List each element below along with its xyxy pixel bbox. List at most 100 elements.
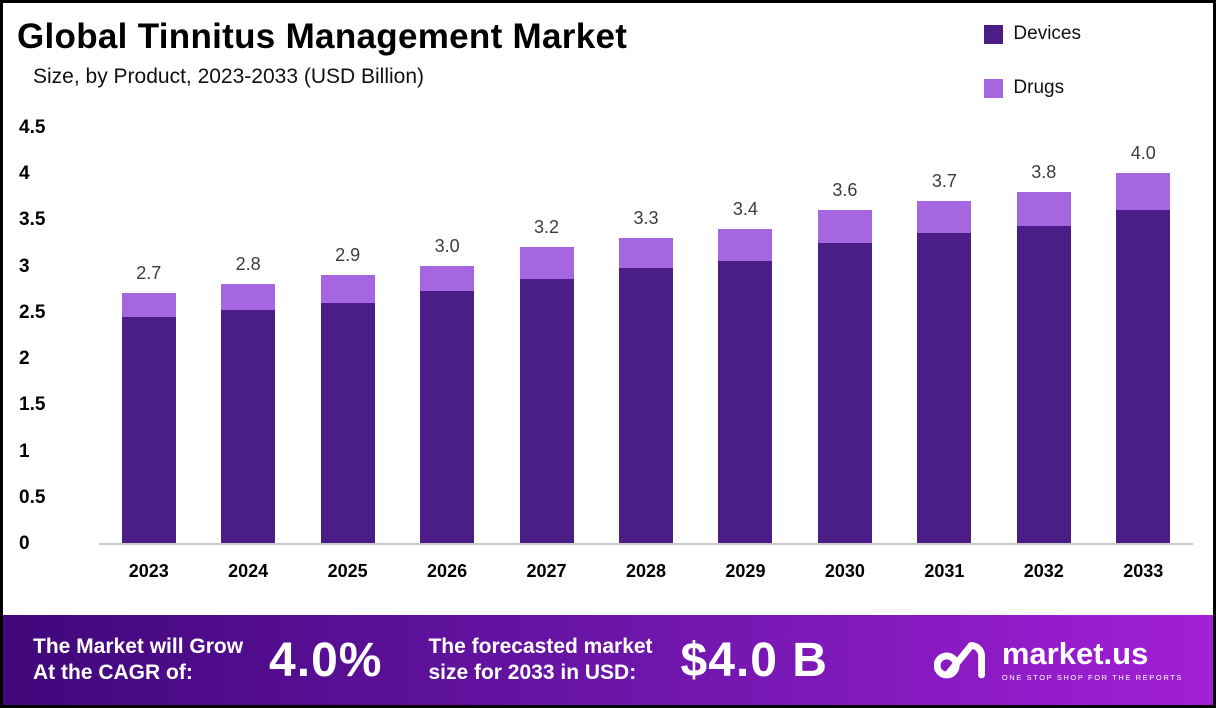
- x-axis-label: 2024: [228, 561, 269, 581]
- bar-segment-drugs[interactable]: [618, 237, 673, 269]
- forecast-label: The forecasted market size for 2033 in U…: [428, 634, 653, 684]
- y-axis: 0 0.5 1 1.5 2 2.5 3 3.5 4 4.5: [19, 117, 83, 554]
- bar[interactable]: [618, 237, 673, 543]
- x-axis-label: 2027: [526, 561, 567, 581]
- y-tick-label: 2: [19, 348, 30, 370]
- bar-total-label: 3.2: [534, 217, 560, 238]
- bar[interactable]: [917, 200, 972, 543]
- x-axis-label: 2033: [1123, 561, 1164, 581]
- x-axis-label: 2026: [427, 561, 468, 581]
- bar-total-label: 4.0: [1130, 143, 1156, 164]
- bar-segment-devices[interactable]: [1016, 225, 1071, 543]
- legend-label: Drugs: [1013, 77, 1065, 98]
- y-tick-label: 1: [19, 440, 30, 462]
- x-axis-labels: 2023 2024 2025 2026 2027 2028 2029 2030 2031 2032…: [99, 561, 1193, 582]
- bar-column: 3.2: [512, 129, 582, 543]
- bar-column: 3.6: [810, 129, 880, 543]
- bar-segment-devices[interactable]: [817, 243, 872, 543]
- bar[interactable]: [420, 265, 475, 543]
- bar[interactable]: [121, 293, 176, 543]
- legend-swatch-devices: [984, 24, 1004, 44]
- bar-total-label: 3.7: [931, 170, 957, 191]
- y-tick-label: 1.5: [19, 394, 46, 416]
- bar-segment-devices[interactable]: [221, 310, 276, 543]
- bar-column: 3.4: [710, 129, 780, 543]
- bar-total-label: 3.4: [732, 198, 758, 219]
- bar-total-label: 3.8: [1031, 161, 1057, 182]
- bar-segment-drugs[interactable]: [718, 228, 773, 262]
- header: Global Tinnitus Management Market Size, …: [17, 17, 1199, 98]
- bar-segment-drugs[interactable]: [519, 247, 574, 279]
- brand-logo[interactable]: market.us ONE STOP SHOP FOR THE REPORTS: [933, 637, 1183, 683]
- bar[interactable]: [718, 228, 773, 543]
- y-tick-label: 4.5: [19, 117, 46, 138]
- bar-segment-drugs[interactable]: [221, 284, 276, 311]
- bar[interactable]: [519, 247, 574, 543]
- bar[interactable]: [1116, 173, 1171, 543]
- bar-segment-drugs[interactable]: [1116, 173, 1171, 211]
- legend-swatch-drugs: [984, 78, 1004, 98]
- legend-item-drugs[interactable]: Drugs: [984, 77, 1081, 99]
- bar-column: 3.0: [412, 129, 482, 543]
- bar-column: 4.0: [1108, 129, 1178, 543]
- cagr-value: 4.0%: [269, 633, 383, 687]
- x-axis-label: 2032: [1023, 561, 1064, 581]
- brand-name: market.us: [1001, 636, 1149, 671]
- page-title: Global Tinnitus Management Market: [17, 17, 628, 56]
- bar-total-label: 3.3: [633, 207, 659, 228]
- bar[interactable]: [1016, 191, 1071, 543]
- bar-segment-drugs[interactable]: [320, 274, 375, 303]
- bar-segment-drugs[interactable]: [121, 293, 176, 317]
- bar-column: 3.3: [611, 129, 681, 543]
- bar[interactable]: [817, 210, 872, 543]
- brand-tagline: ONE STOP SHOP FOR THE REPORTS: [1001, 673, 1183, 682]
- footer-banner: The Market will Grow At the CAGR of: 4.0…: [3, 615, 1213, 705]
- chart-subtitle: Size, by Product, 2023-2033 (USD Billion…: [33, 65, 425, 88]
- bar-total-label: 2.7: [136, 263, 162, 284]
- forecast-value: $4.0 B: [680, 633, 828, 687]
- legend-label: Devices: [1013, 23, 1081, 44]
- bar-segment-devices[interactable]: [121, 316, 176, 543]
- bar-segment-devices[interactable]: [320, 302, 375, 543]
- y-tick-label: 3: [19, 255, 30, 277]
- bar-total-label: 3.0: [434, 235, 460, 256]
- bar[interactable]: [221, 284, 276, 543]
- bar-segment-devices[interactable]: [917, 233, 972, 543]
- bar-column: 3.8: [1009, 129, 1079, 543]
- bar-segment-devices[interactable]: [1116, 210, 1171, 543]
- bar-total-label: 3.6: [832, 180, 858, 201]
- y-tick-label: 3.5: [19, 209, 46, 231]
- bar-segment-drugs[interactable]: [917, 200, 972, 234]
- chart-legend: Devices Drugs: [984, 23, 1081, 131]
- bar-segment-devices[interactable]: [519, 278, 574, 543]
- bar-column: 2.9: [313, 129, 383, 543]
- market-us-logo-icon: [933, 642, 985, 679]
- y-tick-label: 4: [19, 163, 30, 185]
- bar-segment-devices[interactable]: [718, 261, 773, 543]
- bar-segment-devices[interactable]: [618, 268, 673, 543]
- cagr-label: The Market will Grow At the CAGR of:: [33, 634, 244, 684]
- x-axis-label: 2031: [924, 561, 965, 581]
- y-tick-label: 2.5: [19, 301, 46, 323]
- x-axis-label: 2029: [725, 561, 766, 581]
- bar-column: 2.7: [114, 129, 184, 543]
- brand-text: market.us ONE STOP SHOP FOR THE REPORTS: [1002, 638, 1183, 682]
- bar-total-label: 2.8: [235, 254, 261, 275]
- y-tick-label: 0.5: [19, 486, 46, 508]
- bar-chart: 0 0.5 1 1.5 2 2.5 3 3.5 4 4.5 2.7 2.8 2.9 3.0 3.2 3.3 3…: [19, 117, 1197, 599]
- bar-column: 3.7: [909, 129, 979, 543]
- bar-segment-drugs[interactable]: [420, 265, 475, 291]
- bar-total-label: 2.9: [335, 244, 361, 265]
- plot-area: 2.7 2.8 2.9 3.0 3.2 3.3 3.4 3.6 3.7 3.8 4.0: [99, 129, 1193, 545]
- y-tick-label: 0: [19, 533, 30, 554]
- bar-segment-devices[interactable]: [420, 290, 475, 543]
- bar-segment-drugs[interactable]: [1016, 191, 1071, 226]
- x-axis-label: 2025: [327, 561, 368, 581]
- legend-item-devices[interactable]: Devices: [984, 23, 1081, 45]
- x-axis-label: 2030: [824, 561, 865, 581]
- bar-column: 2.8: [213, 129, 283, 543]
- x-axis-label: 2028: [625, 561, 666, 581]
- bar[interactable]: [320, 274, 375, 543]
- bar-segment-drugs[interactable]: [817, 210, 872, 244]
